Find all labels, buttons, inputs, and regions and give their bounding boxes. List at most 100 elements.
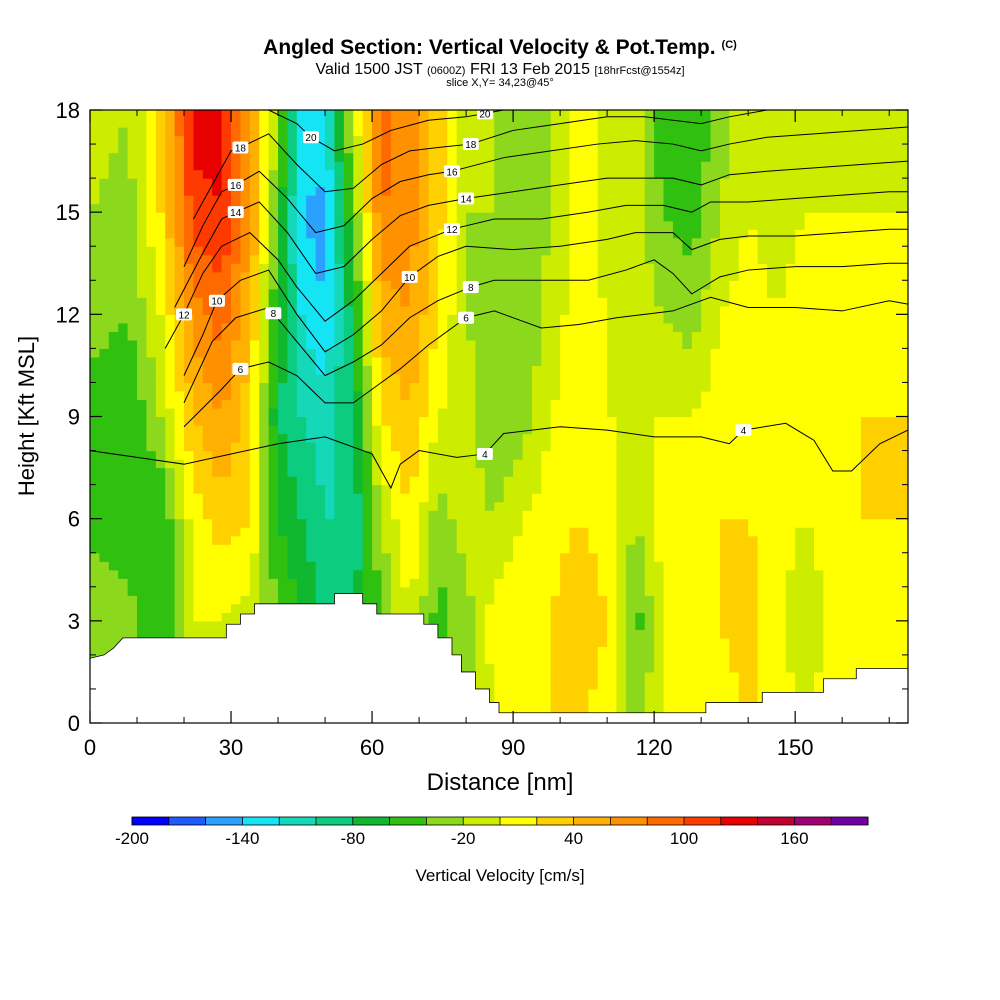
velocity-cell [588,569,599,579]
velocity-cell [607,263,618,273]
velocity-cell [466,373,477,384]
velocity-cell [513,365,524,375]
velocity-cell [419,229,430,239]
velocity-cell [682,237,693,247]
velocity-cell [569,246,580,256]
velocity-cell [701,459,712,469]
velocity-cell [409,305,420,315]
velocity-cell [231,271,242,281]
velocity-cell [231,425,242,435]
velocity-cell [193,271,204,281]
velocity-cell [616,237,627,247]
velocity-cell [635,535,646,545]
velocity-cell [550,280,561,290]
velocity-cell [522,697,533,707]
velocity-cell [550,467,561,477]
velocity-cell [625,442,636,452]
velocity-cell [372,527,383,537]
velocity-cell [362,288,373,298]
velocity-cell [306,535,317,545]
velocity-cell [597,135,608,145]
velocity-cell [607,527,618,537]
velocity-cell [90,450,100,460]
velocity-cell [503,612,514,622]
velocity-cell [691,705,702,716]
velocity-cell [362,356,373,367]
velocity-cell [287,237,298,247]
velocity-cell [343,229,354,239]
velocity-cell [409,561,420,571]
velocity-cell [616,637,627,647]
velocity-cell [343,118,354,128]
velocity-cell [240,178,251,188]
velocity-cell [729,459,740,469]
velocity-cell [513,552,524,562]
velocity-cell [494,373,505,384]
velocity-cell [315,186,326,196]
velocity-cell [635,356,646,367]
velocity-cell [231,314,242,324]
velocity-cell [616,578,627,588]
velocity-cell [174,620,185,630]
velocity-cell [137,246,148,256]
velocity-cell [249,220,260,230]
velocity-cell [635,433,646,443]
velocity-cell [334,254,345,264]
velocity-cell [503,339,514,349]
velocity-cell [428,203,439,213]
velocity-cell [475,339,486,349]
velocity-cell [447,271,458,281]
velocity-cell [278,195,289,205]
velocity-cell [231,220,242,230]
velocity-cell [644,297,655,307]
velocity-cell [635,654,646,664]
velocity-cell [466,637,477,647]
velocity-cell [663,203,674,213]
velocity-cell [325,450,336,460]
velocity-cell [484,220,495,230]
velocity-cell [137,220,148,230]
velocity-cell [541,356,552,367]
velocity-cell [390,271,401,281]
velocity-cell [137,629,148,639]
velocity-cell [118,212,129,222]
velocity-cell [90,237,100,247]
velocity-cell [146,297,157,307]
velocity-cell [221,416,232,426]
velocity-cell [146,476,157,486]
velocity-cell [701,152,712,162]
velocity-cell [644,229,655,239]
velocity-cell [654,450,665,460]
velocity-cell [400,399,411,409]
velocity-cell [729,663,740,673]
velocity-cell [719,501,730,511]
velocity-cell [550,433,561,443]
velocity-cell [268,484,279,494]
velocity-cell [362,586,373,596]
velocity-cell [372,501,383,511]
velocity-cell [419,280,430,290]
velocity-cell [108,476,119,486]
velocity-cell [353,220,364,230]
velocity-cell [550,152,561,162]
velocity-cell [400,144,411,154]
velocity-cell [475,237,486,247]
velocity-cell [682,680,693,690]
velocity-cell [691,467,702,477]
velocity-cell [541,654,552,664]
velocity-cell [738,612,749,622]
velocity-cell [419,297,430,307]
velocity-cell [597,365,608,375]
velocity-cell [343,552,354,562]
velocity-cell [588,586,599,596]
velocity-cell [691,620,702,630]
velocity-cell [118,186,129,196]
velocity-cell [108,637,119,647]
velocity-cell [691,144,702,154]
velocity-cell [259,280,270,290]
velocity-cell [607,373,618,384]
velocity-cell [503,654,514,664]
velocity-cell [437,178,448,188]
velocity-cell [522,203,533,213]
velocity-cell [654,280,665,290]
